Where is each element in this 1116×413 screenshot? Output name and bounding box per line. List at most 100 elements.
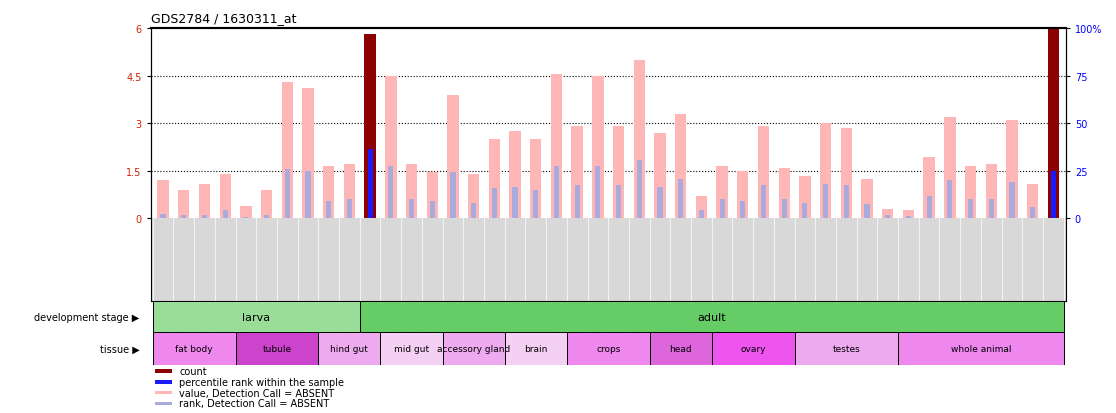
Text: development stage ▶: development stage ▶ bbox=[35, 312, 140, 322]
Bar bbox=[898, 332, 1064, 366]
Bar bbox=[699, 211, 704, 219]
Bar bbox=[616, 186, 622, 219]
Bar bbox=[613, 127, 624, 219]
Text: head: head bbox=[670, 344, 692, 354]
Bar bbox=[1007, 121, 1018, 219]
Bar bbox=[795, 332, 898, 366]
Bar bbox=[153, 301, 359, 332]
Bar bbox=[650, 332, 712, 366]
Bar bbox=[468, 175, 480, 219]
Bar bbox=[261, 190, 272, 219]
Bar bbox=[989, 200, 994, 219]
Bar bbox=[716, 166, 728, 219]
Text: ovary: ovary bbox=[740, 344, 766, 354]
Bar bbox=[235, 332, 318, 366]
Bar bbox=[471, 203, 477, 219]
Bar bbox=[740, 202, 745, 219]
Text: hind gut: hind gut bbox=[330, 344, 368, 354]
Bar bbox=[679, 179, 683, 219]
Bar bbox=[492, 189, 497, 219]
Bar bbox=[199, 184, 210, 219]
Bar bbox=[367, 149, 373, 219]
Bar bbox=[243, 217, 249, 219]
Bar bbox=[281, 83, 294, 219]
Bar bbox=[157, 181, 169, 219]
Bar bbox=[202, 216, 208, 219]
Bar bbox=[985, 165, 997, 219]
Bar bbox=[155, 380, 172, 384]
Bar bbox=[554, 166, 559, 219]
Bar bbox=[593, 76, 604, 219]
Bar bbox=[451, 173, 455, 219]
Text: adult: adult bbox=[698, 312, 727, 322]
Bar bbox=[720, 200, 724, 219]
Bar bbox=[153, 332, 235, 366]
Bar bbox=[359, 301, 1064, 332]
Text: brain: brain bbox=[525, 344, 548, 354]
Bar bbox=[923, 157, 935, 219]
Bar bbox=[426, 173, 437, 219]
Bar bbox=[220, 175, 231, 219]
Bar bbox=[737, 171, 749, 219]
Bar bbox=[504, 332, 567, 366]
Bar bbox=[885, 216, 891, 219]
Bar bbox=[430, 202, 435, 219]
Bar bbox=[326, 202, 331, 219]
Bar bbox=[779, 168, 790, 219]
Bar bbox=[567, 332, 650, 366]
Bar bbox=[285, 170, 290, 219]
Bar bbox=[799, 176, 810, 219]
Bar bbox=[181, 215, 186, 219]
Text: testes: testes bbox=[833, 344, 860, 354]
Bar bbox=[1009, 183, 1014, 219]
Bar bbox=[595, 166, 600, 219]
Bar bbox=[381, 332, 443, 366]
Bar bbox=[240, 206, 251, 219]
Bar bbox=[489, 140, 500, 219]
Text: rank, Detection Call = ABSENT: rank, Detection Call = ABSENT bbox=[179, 399, 329, 408]
Bar bbox=[712, 332, 795, 366]
Text: tubule: tubule bbox=[262, 344, 291, 354]
Bar bbox=[347, 200, 352, 219]
Bar bbox=[654, 133, 665, 219]
Bar bbox=[944, 118, 955, 219]
Text: count: count bbox=[179, 366, 206, 376]
Text: mid gut: mid gut bbox=[394, 344, 429, 354]
Bar bbox=[758, 127, 769, 219]
Bar bbox=[968, 200, 973, 219]
Bar bbox=[222, 211, 228, 219]
Bar bbox=[844, 186, 849, 219]
Text: GDS2784 / 1630311_at: GDS2784 / 1630311_at bbox=[151, 12, 296, 25]
Bar bbox=[1027, 184, 1038, 219]
Bar bbox=[947, 181, 952, 219]
Bar bbox=[865, 205, 869, 219]
Bar bbox=[575, 186, 579, 219]
Bar bbox=[637, 160, 642, 219]
Bar bbox=[882, 209, 894, 219]
Bar bbox=[448, 95, 459, 219]
Bar bbox=[385, 76, 396, 219]
Bar bbox=[822, 184, 828, 219]
Bar bbox=[408, 200, 414, 219]
Bar bbox=[155, 369, 172, 373]
Text: fat body: fat body bbox=[175, 344, 213, 354]
Bar bbox=[302, 89, 314, 219]
Bar bbox=[365, 35, 376, 219]
Bar bbox=[761, 186, 766, 219]
Bar bbox=[179, 190, 190, 219]
Text: accessory gland: accessory gland bbox=[437, 344, 510, 354]
Bar bbox=[862, 179, 873, 219]
Text: percentile rank within the sample: percentile rank within the sample bbox=[179, 377, 344, 387]
Bar bbox=[533, 190, 538, 219]
Text: crops: crops bbox=[596, 344, 620, 354]
Bar bbox=[675, 114, 686, 219]
Bar bbox=[530, 140, 541, 219]
Bar bbox=[903, 211, 914, 219]
Bar bbox=[820, 124, 831, 219]
Bar bbox=[926, 197, 932, 219]
Bar bbox=[781, 200, 787, 219]
Text: tissue ▶: tissue ▶ bbox=[99, 344, 140, 354]
Text: value, Detection Call = ABSENT: value, Detection Call = ABSENT bbox=[179, 388, 334, 398]
Bar bbox=[571, 127, 583, 219]
Bar bbox=[509, 132, 521, 219]
